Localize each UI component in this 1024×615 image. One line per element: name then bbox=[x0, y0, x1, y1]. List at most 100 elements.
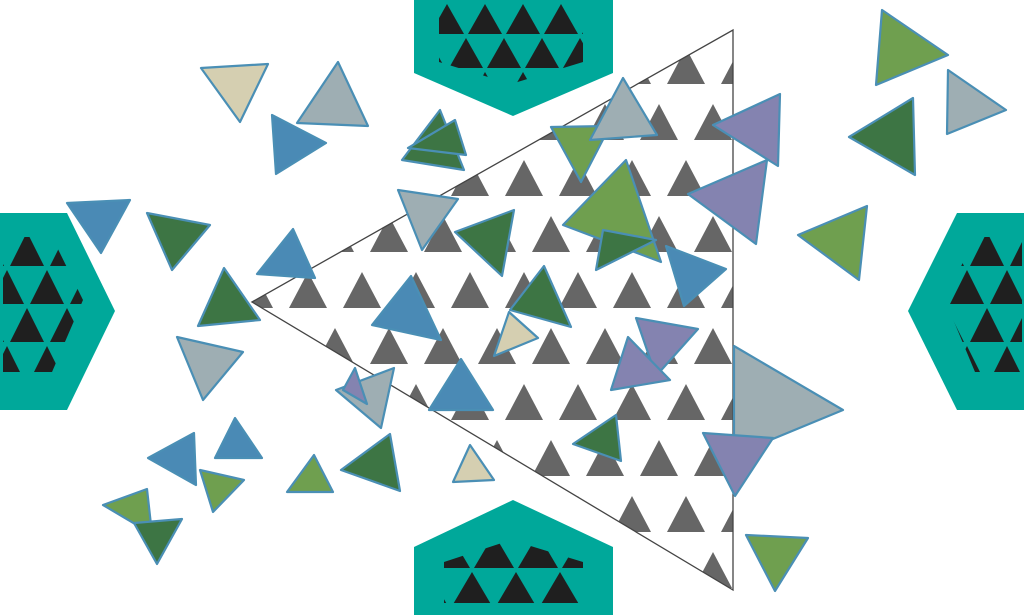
pattern-triangle bbox=[694, 216, 732, 252]
pattern-triangle bbox=[424, 440, 462, 476]
scattered-triangle bbox=[744, 533, 810, 593]
pattern-triangle bbox=[532, 440, 570, 476]
scattered-triangle bbox=[492, 310, 540, 358]
hexagon-pattern-triangle bbox=[468, 4, 502, 34]
hexagon-pattern-triangle bbox=[970, 237, 1004, 266]
scattered-triangle bbox=[199, 62, 270, 124]
bottom-hexagon bbox=[414, 500, 613, 615]
pattern-triangle bbox=[667, 160, 705, 196]
pattern-triangle bbox=[262, 552, 300, 588]
scattered-triangle bbox=[451, 443, 496, 484]
scattered-triangle bbox=[686, 158, 769, 246]
pattern-triangle bbox=[370, 216, 408, 252]
hexagon-pattern-triangle bbox=[449, 38, 483, 68]
pattern-triangle bbox=[613, 48, 651, 84]
hexagon-pattern-triangle bbox=[10, 237, 44, 266]
hexagon-pattern-triangle bbox=[990, 270, 1022, 304]
hexagon-pattern-triangle bbox=[970, 308, 1004, 342]
hexagon-pattern-triangle bbox=[439, 4, 464, 34]
scattered-triangle bbox=[198, 468, 246, 514]
hexagon-pattern-triangle bbox=[1010, 308, 1022, 342]
hexagon-pattern-triangle bbox=[1010, 237, 1022, 266]
right-hexagon bbox=[908, 213, 1024, 410]
scattered-triangle bbox=[594, 228, 658, 272]
scattered-triangle bbox=[396, 188, 460, 252]
pattern-triangle bbox=[370, 328, 408, 364]
hexagon-pattern-triangle bbox=[518, 540, 558, 568]
scattered-triangle bbox=[453, 208, 516, 278]
hexagon-pattern-triangle bbox=[496, 572, 536, 603]
scattered-triangle bbox=[255, 227, 317, 280]
pattern-triangle bbox=[343, 160, 381, 196]
scattered-triangle bbox=[406, 118, 468, 157]
pattern-triangle bbox=[424, 328, 462, 364]
scattered-triangle bbox=[285, 453, 335, 494]
pattern-triangle bbox=[397, 496, 435, 532]
scattered-triangle bbox=[65, 198, 132, 255]
scattered-triangle bbox=[847, 96, 917, 177]
scattered-triangle bbox=[146, 431, 198, 487]
pattern-triangle bbox=[343, 272, 381, 308]
scattered-triangle bbox=[175, 335, 245, 402]
pattern-triangle bbox=[667, 496, 705, 532]
pattern-triangle bbox=[532, 328, 570, 364]
scattered-triangle bbox=[945, 68, 1008, 136]
pattern-triangle bbox=[424, 216, 462, 252]
scattered-triangle bbox=[711, 92, 782, 168]
hexagon-pattern-triangle bbox=[544, 4, 578, 34]
hexagon-pattern-triangle bbox=[3, 346, 24, 372]
scattered-triangle bbox=[796, 204, 869, 282]
hexagon-pattern-triangle bbox=[506, 4, 540, 34]
pattern-triangle bbox=[721, 384, 733, 420]
hexagon-pattern-triangle bbox=[474, 540, 514, 568]
scattered-triangle bbox=[664, 244, 728, 308]
pattern-triangle bbox=[252, 160, 273, 196]
pattern-triangle bbox=[343, 48, 381, 84]
pattern-triangle bbox=[721, 496, 733, 532]
pattern-triangle bbox=[667, 384, 705, 420]
scattered-triangle bbox=[370, 274, 443, 342]
hexagon-pattern-triangle bbox=[10, 308, 44, 342]
hexagon-pattern-triangle bbox=[392, 72, 426, 102]
scattered-triangle bbox=[270, 113, 328, 176]
scattered-triangle bbox=[874, 8, 950, 87]
pattern-triangle bbox=[252, 496, 273, 532]
left-hexagon bbox=[0, 213, 115, 410]
pattern-triangle bbox=[370, 552, 408, 588]
scattered-triangle bbox=[508, 264, 573, 329]
hexagon-pattern-triangle bbox=[563, 38, 583, 68]
scattered-triangle bbox=[295, 60, 370, 128]
pattern-triangle bbox=[316, 552, 354, 588]
hexagon-pattern-triangle bbox=[3, 270, 24, 304]
top-hexagon bbox=[392, 0, 613, 116]
pattern-triangle bbox=[559, 272, 597, 308]
scattered-triangle bbox=[609, 335, 672, 392]
scattered-triangle bbox=[339, 432, 402, 493]
pattern-triangle bbox=[252, 384, 273, 420]
scattered-triangle bbox=[145, 211, 212, 272]
pattern-triangle bbox=[262, 440, 300, 476]
pattern-triangle bbox=[586, 440, 624, 476]
pattern-triangle bbox=[316, 216, 354, 252]
pattern-triangle bbox=[721, 272, 733, 308]
pattern-triangle bbox=[640, 552, 678, 588]
pattern-triangle bbox=[370, 104, 408, 140]
pattern-triangle bbox=[694, 328, 732, 364]
pattern-triangle bbox=[613, 496, 651, 532]
scattered-triangle bbox=[196, 266, 262, 328]
hexagon-pattern-triangle bbox=[525, 38, 559, 68]
scattered-triangle bbox=[588, 76, 659, 142]
hexagon-pattern-triangle bbox=[990, 346, 1022, 372]
pattern-triangle bbox=[559, 384, 597, 420]
pattern-triangle bbox=[721, 48, 733, 84]
hexagon-pattern-triangle bbox=[70, 270, 83, 304]
pattern-triangle bbox=[343, 496, 381, 532]
pattern-triangle bbox=[505, 384, 543, 420]
pattern-triangle bbox=[613, 384, 651, 420]
hexagon-pattern-triangle bbox=[452, 572, 492, 603]
hexagon-pattern-triangle bbox=[487, 38, 521, 68]
pattern-triangle bbox=[586, 328, 624, 364]
scattered-triangle bbox=[571, 413, 623, 463]
pattern-triangle bbox=[640, 440, 678, 476]
